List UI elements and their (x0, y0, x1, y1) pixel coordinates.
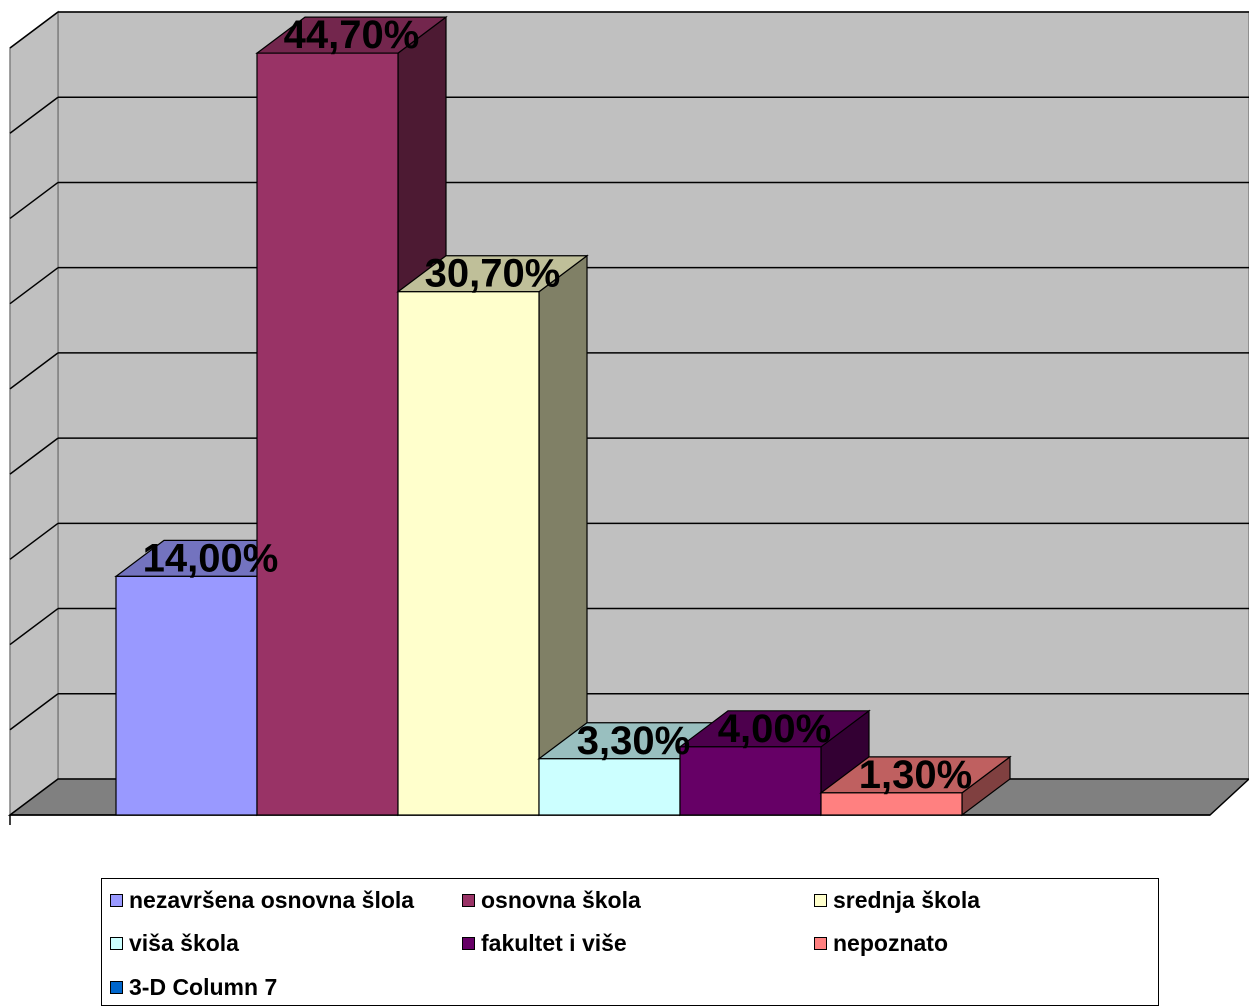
data-label: 3,30% (577, 719, 690, 763)
bar (678, 709, 871, 817)
bar-front (538, 758, 681, 816)
gridline-side (9, 96, 59, 134)
legend-item: viša škola (110, 928, 239, 958)
legend-swatch (814, 893, 827, 907)
legend-swatch (462, 936, 475, 950)
chart-data-labels: 14,00% 44,70% 30,70% 3,30% 4,00% 1,30% (143, 13, 973, 797)
chart-side-wall (9, 10, 59, 817)
gridline-side (9, 607, 59, 646)
legend-label: osnovna škola (481, 886, 641, 913)
legend-swatch (110, 936, 123, 950)
legend-swatch (110, 980, 123, 994)
gridline-side (9, 522, 59, 560)
legend-item: nezavršena osnovna šlola (110, 885, 414, 915)
gridline-side (9, 11, 59, 49)
legend-item: 3-D Column 7 (110, 972, 277, 1002)
legend-label: srednja škola (833, 886, 981, 913)
bar-front (256, 52, 399, 816)
gridline-side (9, 437, 59, 475)
bar-front (115, 575, 258, 816)
legend-label: nezavršena osnovna šlola (129, 886, 415, 913)
legend-swatch (814, 936, 827, 950)
gridline-side (9, 267, 59, 305)
bar (396, 254, 589, 817)
bar-front (820, 792, 963, 816)
bar-front (397, 291, 540, 816)
legend-item: fakultet i više (462, 928, 627, 958)
legend-swatch (462, 893, 475, 907)
data-label: 1,30% (859, 753, 972, 797)
gridline-side (9, 181, 59, 220)
legend-item: osnovna škola (462, 885, 641, 915)
chart-legend: nezavršena osnovna šlola osnovna škola sre… (101, 878, 1159, 1006)
data-label: 4,00% (718, 707, 831, 751)
legend-item: nepoznato (814, 928, 948, 958)
gridline-side (9, 693, 59, 731)
legend-label: 3-D Column 7 (129, 973, 278, 1000)
legend-label: viša škola (129, 929, 239, 956)
legend-label: nepoznato (833, 929, 948, 956)
data-label: 44,70% (284, 13, 420, 57)
chart-bars (114, 15, 1012, 817)
legend-item: srednja škola (814, 885, 980, 915)
bar-front (679, 746, 822, 816)
gridline-side (9, 352, 59, 390)
legend-swatch (110, 893, 123, 907)
data-label: 14,00% (143, 536, 279, 580)
legend-label: fakultet i više (481, 929, 627, 956)
bar (819, 755, 1012, 817)
chart-plot-area: 14,00% 44,70% 30,70% 3,30% 4,00% 1,30% (7, 10, 1249, 825)
data-label: 30,70% (425, 252, 561, 296)
